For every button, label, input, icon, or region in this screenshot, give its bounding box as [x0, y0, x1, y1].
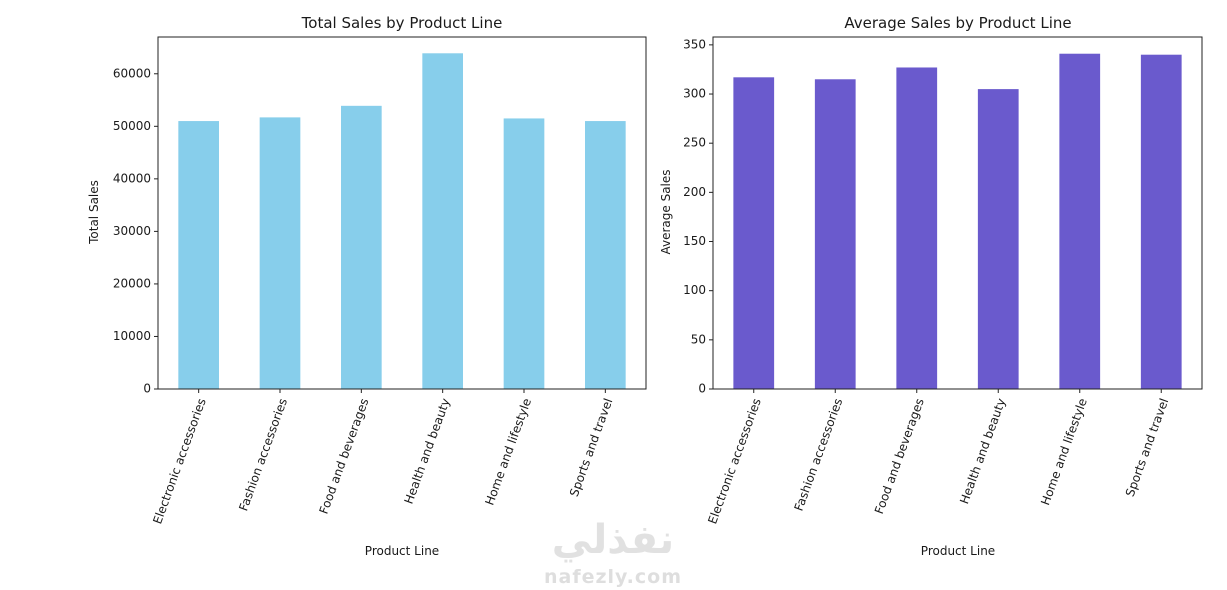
x-tick-label: Home and lifestyle — [482, 396, 534, 507]
y-ticks: 0 50 100 150 200 250 300 350 — [683, 37, 713, 396]
x-tick-label: Food and beverages — [317, 396, 372, 515]
y-tick-label: 50 — [691, 332, 706, 346]
y-axis-label: Average Sales — [659, 169, 673, 254]
bar — [178, 121, 219, 390]
watermark: نفذلي nafezly.com — [544, 517, 682, 588]
x-axis-label: Product Line — [921, 544, 995, 558]
plot-frame — [712, 36, 1203, 390]
bar — [1059, 53, 1101, 389]
y-tick-label: 300 — [683, 87, 706, 101]
bar — [814, 79, 856, 389]
bars-layer — [733, 53, 1182, 390]
bar — [977, 89, 1019, 390]
y-tick-label: 10000 — [113, 329, 151, 343]
bar — [1140, 54, 1182, 389]
y-tick-label: 40000 — [113, 171, 151, 185]
bar — [259, 117, 301, 390]
x-tick-label: Sports and travel — [1123, 396, 1172, 498]
y-tick-label: 60000 — [113, 66, 151, 80]
bar — [503, 118, 545, 390]
x-tick-label: Sports and travel — [567, 396, 616, 498]
bar — [422, 53, 463, 390]
y-ticks: 0 10000 20000 30000 40000 50000 60000 — [113, 66, 158, 396]
y-axis-label: Total Sales — [87, 180, 101, 245]
y-tick-label: 30000 — [113, 224, 151, 238]
y-tick-label: 150 — [683, 234, 706, 248]
chart-title: Total Sales by Product Line — [301, 14, 503, 32]
x-tick-label: Food and beverages — [872, 396, 927, 515]
x-ticks: Electronic accessories Fashion accessorie… — [150, 389, 615, 526]
x-tick-label: Home and lifestyle — [1038, 396, 1090, 507]
x-tick-label: Electronic accessories — [705, 396, 764, 525]
y-tick-label: 0 — [698, 382, 706, 396]
x-tick-label: Health and beauty — [402, 396, 453, 505]
bar — [896, 67, 938, 390]
x-tick-label: Electronic accessories — [150, 396, 209, 525]
x-tick-label: Fashion accessories — [236, 396, 290, 512]
bar — [733, 77, 775, 389]
y-tick-label: 100 — [683, 283, 706, 297]
chart-total-sales: Total Sales by Product Line Product Line… — [87, 14, 647, 558]
bar — [341, 105, 382, 389]
y-tick-label: 20000 — [113, 276, 151, 290]
y-tick-label: 50000 — [113, 119, 151, 133]
bar — [585, 121, 626, 390]
chart-title: Average Sales by Product Line — [844, 14, 1071, 32]
y-tick-label: 200 — [683, 185, 706, 199]
chart-average-sales: Average Sales by Product Line Product Li… — [659, 14, 1203, 558]
y-tick-label: 0 — [143, 382, 151, 396]
x-axis-label: Product Line — [365, 544, 439, 558]
watermark-latin: nafezly.com — [544, 566, 682, 588]
x-tick-label: Health and beauty — [957, 396, 1008, 505]
plot-frame — [157, 36, 647, 390]
x-tick-label: Fashion accessories — [792, 396, 846, 512]
bars-layer — [178, 53, 626, 390]
y-tick-label: 250 — [683, 136, 706, 150]
x-ticks: Electronic accessories Fashion accessorie… — [705, 389, 1171, 526]
y-tick-label: 350 — [683, 37, 706, 51]
watermark-arabic: نفذلي — [552, 517, 674, 563]
